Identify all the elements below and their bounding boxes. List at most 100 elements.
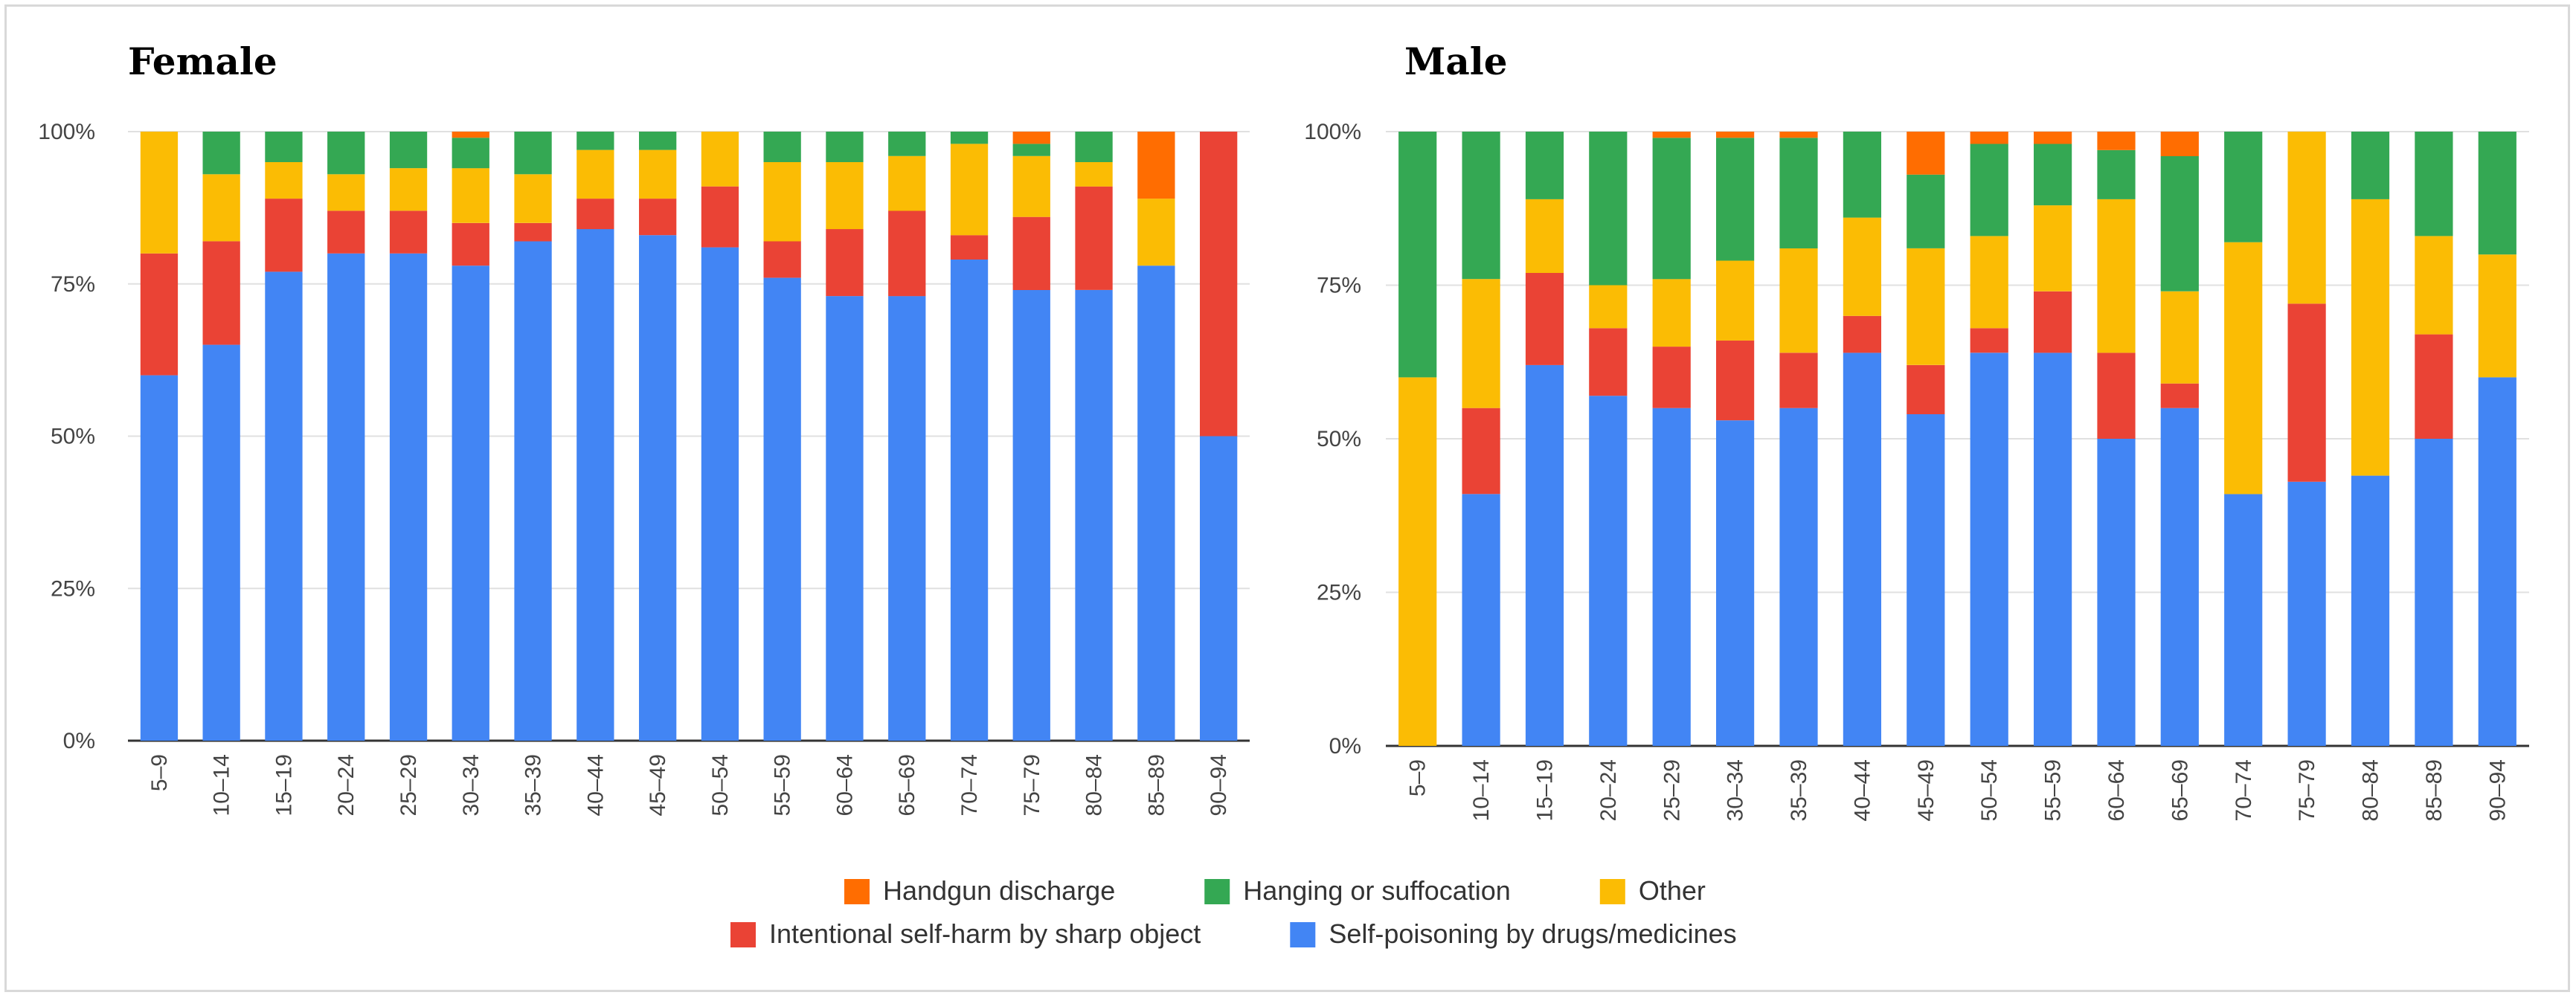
male-bar-other-2 [1525, 199, 1564, 273]
male-bar-intentional-self-harm-by-sharp-object-12 [2160, 383, 2199, 408]
male-bar-hanging-or-suffocation-9 [1970, 144, 2008, 236]
male-bar-hanging-or-suffocation-7 [1843, 132, 1881, 218]
female-bar-hanging-or-suffocation-13 [950, 132, 989, 144]
male-bar-other-14 [2287, 132, 2326, 304]
female-x-tick-label: 75–79 [1020, 754, 1044, 816]
female-y-tick-label: 100% [38, 120, 95, 144]
female-bar-self-poisoning-by-drugs-medicines-4 [389, 253, 428, 741]
male-y-tick-label: 0% [1329, 734, 1361, 759]
male-x-tick-label: 10–14 [1469, 759, 1494, 821]
female-bar-self-poisoning-by-drugs-medicines-14 [1012, 289, 1050, 741]
male-bar-hanging-or-suffocation-16 [2415, 132, 2453, 236]
female-bar-self-poisoning-by-drugs-medicines-8 [639, 235, 677, 741]
male-bar-hanging-or-suffocation-17 [2478, 132, 2516, 255]
female-bar-self-poisoning-by-drugs-medicines-6 [514, 241, 552, 741]
female-bar-other-5 [452, 168, 489, 223]
female-bar-intentional-self-harm-by-sharp-object-9 [701, 186, 739, 248]
male-bar-intentional-self-harm-by-sharp-object-4 [1652, 347, 1691, 408]
male-y-tick-label: 100% [1304, 120, 1361, 144]
male-bar-other-0 [1398, 377, 1437, 746]
male-bar-self-poisoning-by-drugs-medicines-13 [2224, 494, 2263, 746]
male-x-tick-label: 65–69 [2168, 759, 2192, 821]
female-bar-other-4 [389, 168, 428, 211]
male-bar-self-poisoning-by-drugs-medicines-11 [2097, 439, 2136, 746]
female-x-tick-label: 70–74 [957, 754, 982, 816]
female-x-tick-label: 40–44 [583, 754, 608, 816]
legend-label-other: Other [1639, 875, 1706, 906]
legend-swatch-handgun-discharge [844, 879, 870, 904]
male-bar-self-poisoning-by-drugs-medicines-4 [1652, 408, 1691, 746]
female-x-tick-label: 50–54 [708, 754, 733, 816]
male-bar-intentional-self-harm-by-sharp-object-5 [1716, 340, 1755, 421]
male-bar-hanging-or-suffocation-15 [2351, 132, 2390, 199]
male-chart-title: Male [1404, 39, 1508, 83]
male-bar-intentional-self-harm-by-sharp-object-9 [1970, 328, 2008, 353]
female-bar-self-poisoning-by-drugs-medicines-2 [265, 271, 303, 741]
male-bar-handgun-discharge-10 [2034, 132, 2072, 144]
female-bar-intentional-self-harm-by-sharp-object-12 [888, 210, 926, 297]
legend-swatch-intentional-self-harm-by-sharp-object [730, 922, 756, 947]
male-bar-self-poisoning-by-drugs-medicines-1 [1462, 494, 1500, 746]
female-x-tick-label: 20–24 [334, 754, 359, 816]
male-bar-other-16 [2415, 236, 2453, 335]
legend-swatch-hanging-or-suffocation [1204, 879, 1230, 904]
male-bar-hanging-or-suffocation-10 [2034, 144, 2072, 206]
female-bar-intentional-self-harm-by-sharp-object-17 [1200, 132, 1238, 437]
male-bar-self-poisoning-by-drugs-medicines-16 [2415, 439, 2453, 746]
female-bar-hanging-or-suffocation-7 [576, 132, 614, 150]
male-x-tick-label: 75–79 [2295, 759, 2319, 821]
female-bar-handgun-discharge-14 [1012, 132, 1050, 144]
male-bar-self-poisoning-by-drugs-medicines-14 [2287, 481, 2326, 746]
female-bar-intentional-self-harm-by-sharp-object-8 [639, 199, 677, 236]
male-bar-other-4 [1652, 279, 1691, 347]
female-x-tick-label: 30–34 [459, 754, 484, 816]
male-bar-other-10 [2034, 205, 2072, 292]
male-bar-self-poisoning-by-drugs-medicines-6 [1779, 408, 1818, 746]
male-x-tick-label: 55–59 [2041, 759, 2066, 821]
male-bar-intentional-self-harm-by-sharp-object-2 [1525, 273, 1564, 365]
female-x-tick-label: 45–49 [646, 754, 670, 816]
female-bar-intentional-self-harm-by-sharp-object-14 [1012, 216, 1050, 290]
female-bar-self-poisoning-by-drugs-medicines-0 [140, 375, 179, 741]
male-y-tick-label: 50% [1317, 427, 1361, 451]
male-bar-self-poisoning-by-drugs-medicines-3 [1589, 396, 1628, 746]
male-bar-intentional-self-harm-by-sharp-object-3 [1589, 328, 1628, 396]
male-bar-intentional-self-harm-by-sharp-object-8 [1907, 364, 1945, 414]
male-bar-hanging-or-suffocation-5 [1716, 138, 1755, 261]
female-x-tick-label: 80–84 [1082, 754, 1107, 816]
male-x-tick-label: 80–84 [2359, 759, 2383, 821]
female-bar-self-poisoning-by-drugs-medicines-13 [950, 260, 989, 741]
female-bar-intentional-self-harm-by-sharp-object-10 [763, 241, 801, 278]
legend-label-intentional-self-harm-by-sharp-object: Intentional self-harm by sharp object [769, 918, 1201, 949]
female-bar-intentional-self-harm-by-sharp-object-13 [950, 235, 989, 260]
male-bar-hanging-or-suffocation-4 [1652, 138, 1691, 280]
female-bar-hanging-or-suffocation-8 [639, 132, 677, 150]
female-x-tick-label: 65–69 [895, 754, 919, 816]
female-bar-other-15 [1075, 162, 1113, 187]
female-x-tick-label: 5–9 [147, 754, 172, 791]
male-x-tick-label: 90–94 [2485, 759, 2510, 821]
female-bar-hanging-or-suffocation-4 [389, 132, 428, 169]
female-bar-intentional-self-harm-by-sharp-object-3 [327, 210, 365, 254]
male-bar-handgun-discharge-9 [1970, 132, 2008, 144]
male-bar-other-11 [2097, 199, 2136, 353]
male-x-tick-label: 45–49 [1914, 759, 1939, 821]
male-bar-intentional-self-harm-by-sharp-object-7 [1843, 315, 1881, 353]
female-bar-other-13 [950, 144, 989, 236]
male-x-tick-label: 5–9 [1406, 759, 1430, 796]
male-bar-other-15 [2351, 199, 2390, 476]
male-y-tick-label: 25% [1317, 581, 1361, 605]
female-bar-intentional-self-harm-by-sharp-object-11 [826, 229, 864, 297]
female-bar-hanging-or-suffocation-2 [265, 132, 303, 162]
male-bar-self-poisoning-by-drugs-medicines-15 [2351, 475, 2390, 746]
male-x-tick-label: 15–19 [1532, 759, 1557, 821]
female-bar-intentional-self-harm-by-sharp-object-6 [514, 222, 552, 242]
female-x-tick-label: 35–39 [521, 754, 546, 816]
female-bar-other-7 [576, 149, 614, 199]
female-bar-intentional-self-harm-by-sharp-object-0 [140, 253, 179, 376]
legend-swatch-self-poisoning-by-drugs-medicines [1290, 922, 1316, 947]
male-bar-hanging-or-suffocation-12 [2160, 156, 2199, 292]
female-x-tick-label: 10–14 [210, 754, 234, 816]
female-y-tick-label: 25% [51, 576, 95, 601]
male-bar-other-7 [1843, 217, 1881, 316]
